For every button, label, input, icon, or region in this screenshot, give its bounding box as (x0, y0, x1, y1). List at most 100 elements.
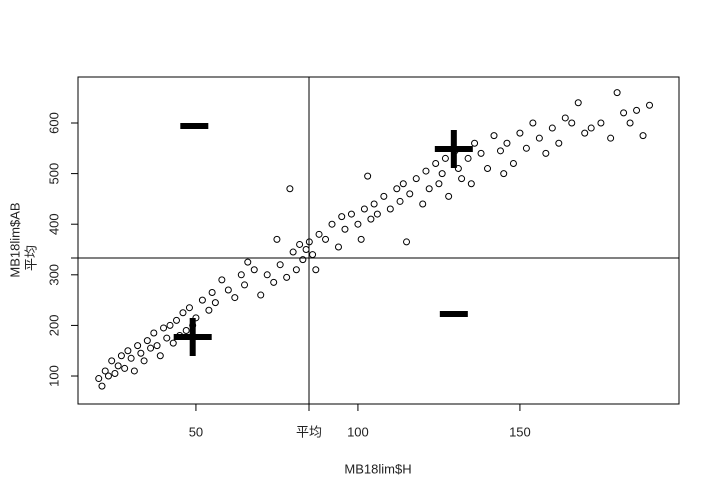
point (286, 185, 294, 193)
point (299, 256, 307, 264)
point (160, 324, 168, 332)
point (163, 334, 171, 342)
point (555, 139, 563, 147)
point (613, 89, 621, 97)
point (471, 139, 479, 147)
point (150, 329, 158, 337)
point (412, 175, 420, 183)
point (192, 314, 200, 322)
x-tick-label: 平均 (296, 424, 322, 439)
point (156, 352, 164, 360)
point (529, 119, 537, 127)
point (169, 339, 177, 347)
point (432, 159, 440, 167)
point (438, 170, 446, 178)
point (435, 180, 443, 188)
point (458, 175, 466, 183)
y-axis-label: MB18lim$AB (7, 202, 22, 277)
point (419, 200, 427, 208)
point (574, 99, 582, 107)
point (117, 352, 125, 360)
point (581, 129, 589, 137)
point (597, 119, 605, 127)
point (322, 235, 330, 243)
point (587, 124, 595, 132)
point (273, 235, 281, 243)
point (111, 369, 119, 377)
point (386, 205, 394, 213)
point (263, 271, 271, 279)
plot-frame (77, 76, 680, 405)
point (516, 129, 524, 137)
x-axis-label: MB18lim$H (344, 461, 411, 476)
point (403, 238, 411, 246)
point (292, 266, 300, 274)
point (296, 240, 304, 248)
point (211, 299, 219, 307)
point (198, 296, 206, 304)
y-tick-label: 300 (46, 264, 61, 286)
point (250, 266, 258, 274)
point (445, 192, 453, 200)
point (347, 210, 355, 218)
point (121, 364, 129, 372)
point (208, 289, 216, 297)
point (646, 101, 654, 109)
point (130, 367, 138, 375)
point (548, 124, 556, 132)
point (633, 106, 641, 114)
point (328, 220, 336, 228)
point (289, 248, 297, 256)
point (104, 372, 112, 380)
point (283, 273, 291, 281)
point (305, 238, 313, 246)
point (639, 132, 647, 140)
point (98, 382, 106, 390)
point (108, 357, 116, 365)
point (496, 147, 504, 155)
point (522, 144, 530, 152)
point (393, 185, 401, 193)
point (396, 197, 404, 205)
point (276, 261, 284, 269)
point (166, 321, 174, 329)
y-tick-label: 200 (46, 315, 61, 337)
x-tick-label: 50 (189, 424, 203, 439)
point (224, 286, 232, 294)
point (179, 309, 187, 317)
point (364, 172, 372, 180)
point (373, 210, 381, 218)
point (147, 344, 155, 352)
point (182, 326, 190, 334)
quadrant-marker (173, 318, 212, 357)
point (205, 306, 213, 314)
point (218, 276, 226, 284)
y-tick-label: 600 (46, 112, 61, 134)
point (370, 200, 378, 208)
point (137, 349, 145, 357)
point (535, 134, 543, 142)
point (334, 243, 342, 251)
point (114, 362, 122, 370)
point (309, 251, 317, 259)
point (315, 230, 323, 238)
point (484, 165, 492, 173)
point (172, 316, 180, 324)
point (95, 375, 103, 383)
point (477, 149, 485, 157)
point (568, 119, 576, 127)
point (357, 235, 365, 243)
point (467, 180, 475, 188)
point (509, 159, 517, 167)
quadrant-marker (434, 130, 473, 169)
point (425, 185, 433, 193)
point (399, 180, 407, 188)
point (441, 154, 449, 162)
y-tick-label: 平均 (23, 245, 38, 271)
point (500, 170, 508, 178)
point (127, 354, 135, 362)
point (312, 266, 320, 274)
point (561, 114, 569, 122)
point (620, 109, 628, 117)
point (270, 278, 278, 286)
